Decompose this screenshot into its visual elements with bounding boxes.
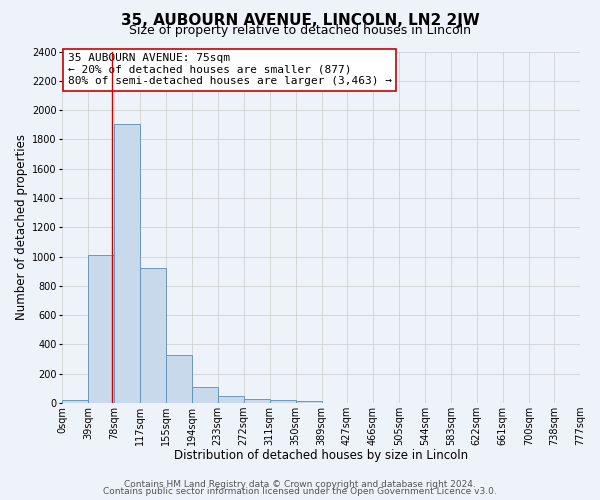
Bar bbox=[296, 401, 322, 403]
Bar bbox=[166, 356, 191, 403]
Bar bbox=[88, 255, 115, 403]
Bar bbox=[140, 268, 166, 403]
Text: 35 AUBOURN AVENUE: 75sqm
← 20% of detached houses are smaller (877)
80% of semi-: 35 AUBOURN AVENUE: 75sqm ← 20% of detach… bbox=[68, 54, 392, 86]
Bar bbox=[244, 398, 269, 403]
Bar bbox=[62, 400, 88, 403]
Bar bbox=[269, 400, 296, 403]
Y-axis label: Number of detached properties: Number of detached properties bbox=[15, 134, 28, 320]
Text: 35, AUBOURN AVENUE, LINCOLN, LN2 2JW: 35, AUBOURN AVENUE, LINCOLN, LN2 2JW bbox=[121, 12, 479, 28]
X-axis label: Distribution of detached houses by size in Lincoln: Distribution of detached houses by size … bbox=[174, 450, 468, 462]
Bar bbox=[218, 396, 244, 403]
Bar bbox=[191, 387, 218, 403]
Text: Contains HM Land Registry data © Crown copyright and database right 2024.: Contains HM Land Registry data © Crown c… bbox=[124, 480, 476, 489]
Text: Size of property relative to detached houses in Lincoln: Size of property relative to detached ho… bbox=[129, 24, 471, 37]
Bar bbox=[115, 124, 140, 403]
Text: Contains public sector information licensed under the Open Government Licence v3: Contains public sector information licen… bbox=[103, 487, 497, 496]
